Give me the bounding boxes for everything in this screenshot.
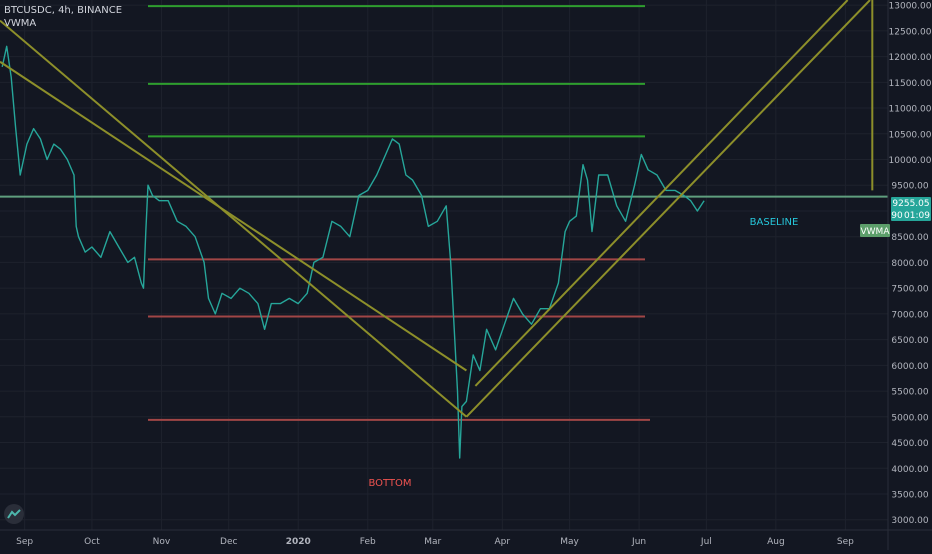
y-tick-label: 7500.00 bbox=[891, 285, 928, 295]
x-tick-label: 2020 bbox=[286, 537, 311, 547]
price-series-line bbox=[1, 45, 705, 459]
x-tick-label: Mar bbox=[424, 537, 441, 547]
bottom-annotation: BOTTOM bbox=[368, 478, 411, 489]
x-tick-label: May bbox=[560, 537, 579, 547]
x-tick-label: Jun bbox=[631, 537, 646, 547]
x-tick-label: Sep bbox=[837, 537, 854, 547]
baseline-annotation: BASELINE bbox=[750, 217, 799, 228]
y-tick-label: 9500.00 bbox=[891, 182, 928, 192]
y-tick-label: 8000.00 bbox=[891, 259, 928, 269]
vwma-tag bbox=[860, 224, 890, 237]
y-tick-label: 12000.00 bbox=[889, 53, 932, 63]
y-tick-label: 10000.00 bbox=[889, 156, 932, 166]
chart-header: BTCUSDC, 4h, BINANCE VWMA bbox=[4, 4, 122, 30]
y-tick-label: 13000.00 bbox=[889, 2, 932, 12]
y-tick-label: 11500.00 bbox=[889, 79, 932, 89]
y-tick-label: 12500.00 bbox=[889, 27, 932, 37]
x-tick-label: Oct bbox=[84, 537, 100, 547]
y-tick-label: 6500.00 bbox=[891, 336, 928, 346]
x-tick-label: Apr bbox=[495, 537, 511, 547]
last-price-value: 9255.05 bbox=[892, 199, 929, 209]
trendline bbox=[465, 0, 871, 418]
tradingview-logo-icon[interactable] bbox=[4, 504, 24, 524]
y-tick-label: 11000.00 bbox=[889, 105, 932, 115]
y-tick-label: 5000.00 bbox=[891, 413, 928, 423]
y-tick-label: 5500.00 bbox=[891, 388, 928, 398]
trendline bbox=[0, 60, 467, 372]
x-tick-label: Nov bbox=[153, 537, 171, 547]
y-tick-label: 7000.00 bbox=[891, 310, 928, 320]
trendline bbox=[474, 0, 849, 387]
y-tick-label: 4500.00 bbox=[891, 439, 928, 449]
y-tick-label: 4000.00 bbox=[891, 465, 928, 475]
x-tick-label: Jul bbox=[700, 537, 712, 547]
y-tick-label: 3500.00 bbox=[891, 490, 928, 500]
x-tick-label: Sep bbox=[16, 537, 33, 547]
y-tick-label: 10500.00 bbox=[889, 130, 932, 140]
y-tick-label: 3000.00 bbox=[891, 516, 928, 526]
y-tick-label: 8500.00 bbox=[891, 233, 928, 243]
vwma-tag-label: VWMA bbox=[861, 227, 891, 237]
x-tick-label: Dec bbox=[220, 537, 237, 547]
countdown-prefix: 90 bbox=[891, 211, 903, 221]
indicator-label: VWMA bbox=[4, 18, 37, 29]
x-tick-label: Feb bbox=[360, 537, 376, 547]
trendline bbox=[0, 19, 468, 418]
x-tick-label: Aug bbox=[767, 537, 785, 547]
symbol-title: BTCUSDC, 4h, BINANCE bbox=[4, 5, 123, 16]
y-tick-label: 6000.00 bbox=[891, 362, 928, 372]
last-price-tag bbox=[891, 197, 931, 221]
bar-countdown: 01:09 bbox=[904, 211, 930, 221]
